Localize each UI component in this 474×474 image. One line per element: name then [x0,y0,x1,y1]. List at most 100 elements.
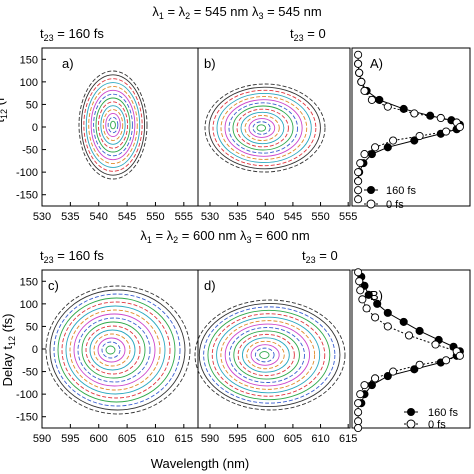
trace-point-open [354,186,363,195]
trace-point-open [360,150,369,159]
x-tick-label: 590 [33,433,51,445]
x-tick-label: 550 [146,211,164,223]
trace-point-open [389,136,398,145]
x-tick-label: 545 [284,211,302,223]
contour-line [100,105,126,145]
trace-point-filled [367,381,376,390]
contour-line [78,70,148,180]
trace-point-open [371,313,380,322]
trace-point-filled [367,150,376,159]
x-tick-label: 610 [311,433,329,445]
contour-line [45,285,191,415]
trace-point-open [389,367,398,376]
contour-line [93,93,133,157]
trace-point-open [371,143,380,152]
legend-A-open-label: 0 fs [386,199,404,211]
x-tick-label: 605 [284,433,302,445]
contour-line [97,337,126,363]
contour-line [198,302,341,408]
trace-point-filled [399,317,408,326]
panel-label-A: A) [370,56,383,71]
y-tick-label: 150 [20,276,38,288]
trace-point-filled [373,299,382,308]
legend-A: 160 fs 0 fs [364,185,416,211]
contour-line [73,313,156,387]
trace-point-open [354,168,363,177]
contour-line [203,306,336,404]
t23-label-c: t23 = 160 fs [40,248,104,265]
y-axis-label-bottom: Delay t12 (fs) [0,314,17,387]
panel-label-a: a) [62,56,74,71]
trace-point-open [404,331,414,340]
x-tick-label: 600 [90,433,108,445]
trace-point-open [362,304,371,313]
y-tick-label: -50 [22,145,38,157]
contour-line [244,114,280,142]
trace-point-open [360,86,369,95]
x-tick-label: 590 [201,433,219,445]
trace-point-open [356,390,365,399]
panel-label-b: b) [204,56,216,71]
contour-line [229,327,305,383]
trace-point-open [356,286,365,295]
contour-line [77,317,151,383]
contour-line [212,89,317,167]
trace-point-open [360,381,369,390]
contour-line [216,316,321,394]
y-axis-ticks-top: 150 100 50 0 -50 -100 -150 [16,54,46,202]
trace-plot-A [354,50,464,204]
y-tick-label: 0 [32,122,38,134]
legend-B-filled-label: 160 fs [428,407,458,419]
trace-point-open [354,59,363,68]
contour-line [81,321,146,379]
x-tick-label: 605 [118,433,136,445]
t23-label-b: t23 = 0 [290,26,326,43]
trace-point-open [410,109,419,118]
contour-line [211,313,326,397]
contour-line [228,102,299,154]
trace-point-open [354,195,363,204]
x-tick-label: 595 [61,433,79,445]
x-axis-label: Wavelength (nm) [151,456,250,471]
trace-point-open [356,159,365,168]
contour-line [259,351,270,359]
contour-line [204,83,326,173]
contour-line [89,329,136,371]
contour-line [207,309,331,401]
legend-A-filled-marker [367,186,375,194]
x-tick-label: 535 [228,211,246,223]
y-tick-label: 50 [26,99,38,111]
x-tick-label: 545 [118,211,136,223]
contour-line [105,112,121,138]
contour-line [233,330,300,380]
contour-line [248,118,276,138]
x-tick-label: 550 [311,211,329,223]
header-top: λ1 = λ2 = 545 nm λ3 = 545 nm [152,4,321,21]
legend-A-filled-label: 160 fs [386,185,416,197]
contour-line [61,301,171,399]
trace-point-open [442,127,451,136]
x-tick-label: 595 [228,433,246,445]
contour-line [49,289,186,411]
trace-point-open [455,122,464,132]
trace-line-filled [357,63,461,182]
legend-B-open-label: 0 fs [428,419,446,431]
trace-point-open [355,277,364,286]
contour-line [65,305,166,395]
contour-line [256,124,267,132]
trace-plot-B [354,268,464,433]
legend-B-open-marker [406,419,416,429]
y-tick-label: 150 [20,54,38,66]
trace-point-filled [375,95,384,104]
trace-point-filled [383,143,392,152]
trace-point-open [354,399,363,408]
y-tick-label: -150 [16,412,38,424]
x-tick-label: 600 [256,433,274,445]
contour-line [250,344,280,366]
trace-point-filled [410,365,419,374]
y-axis-label-top-cropped: t12 (f [0,97,9,123]
x-tick-label: 540 [256,211,274,223]
legend-B: 160 fs 0 fs [404,407,458,431]
contour-line [220,320,316,390]
